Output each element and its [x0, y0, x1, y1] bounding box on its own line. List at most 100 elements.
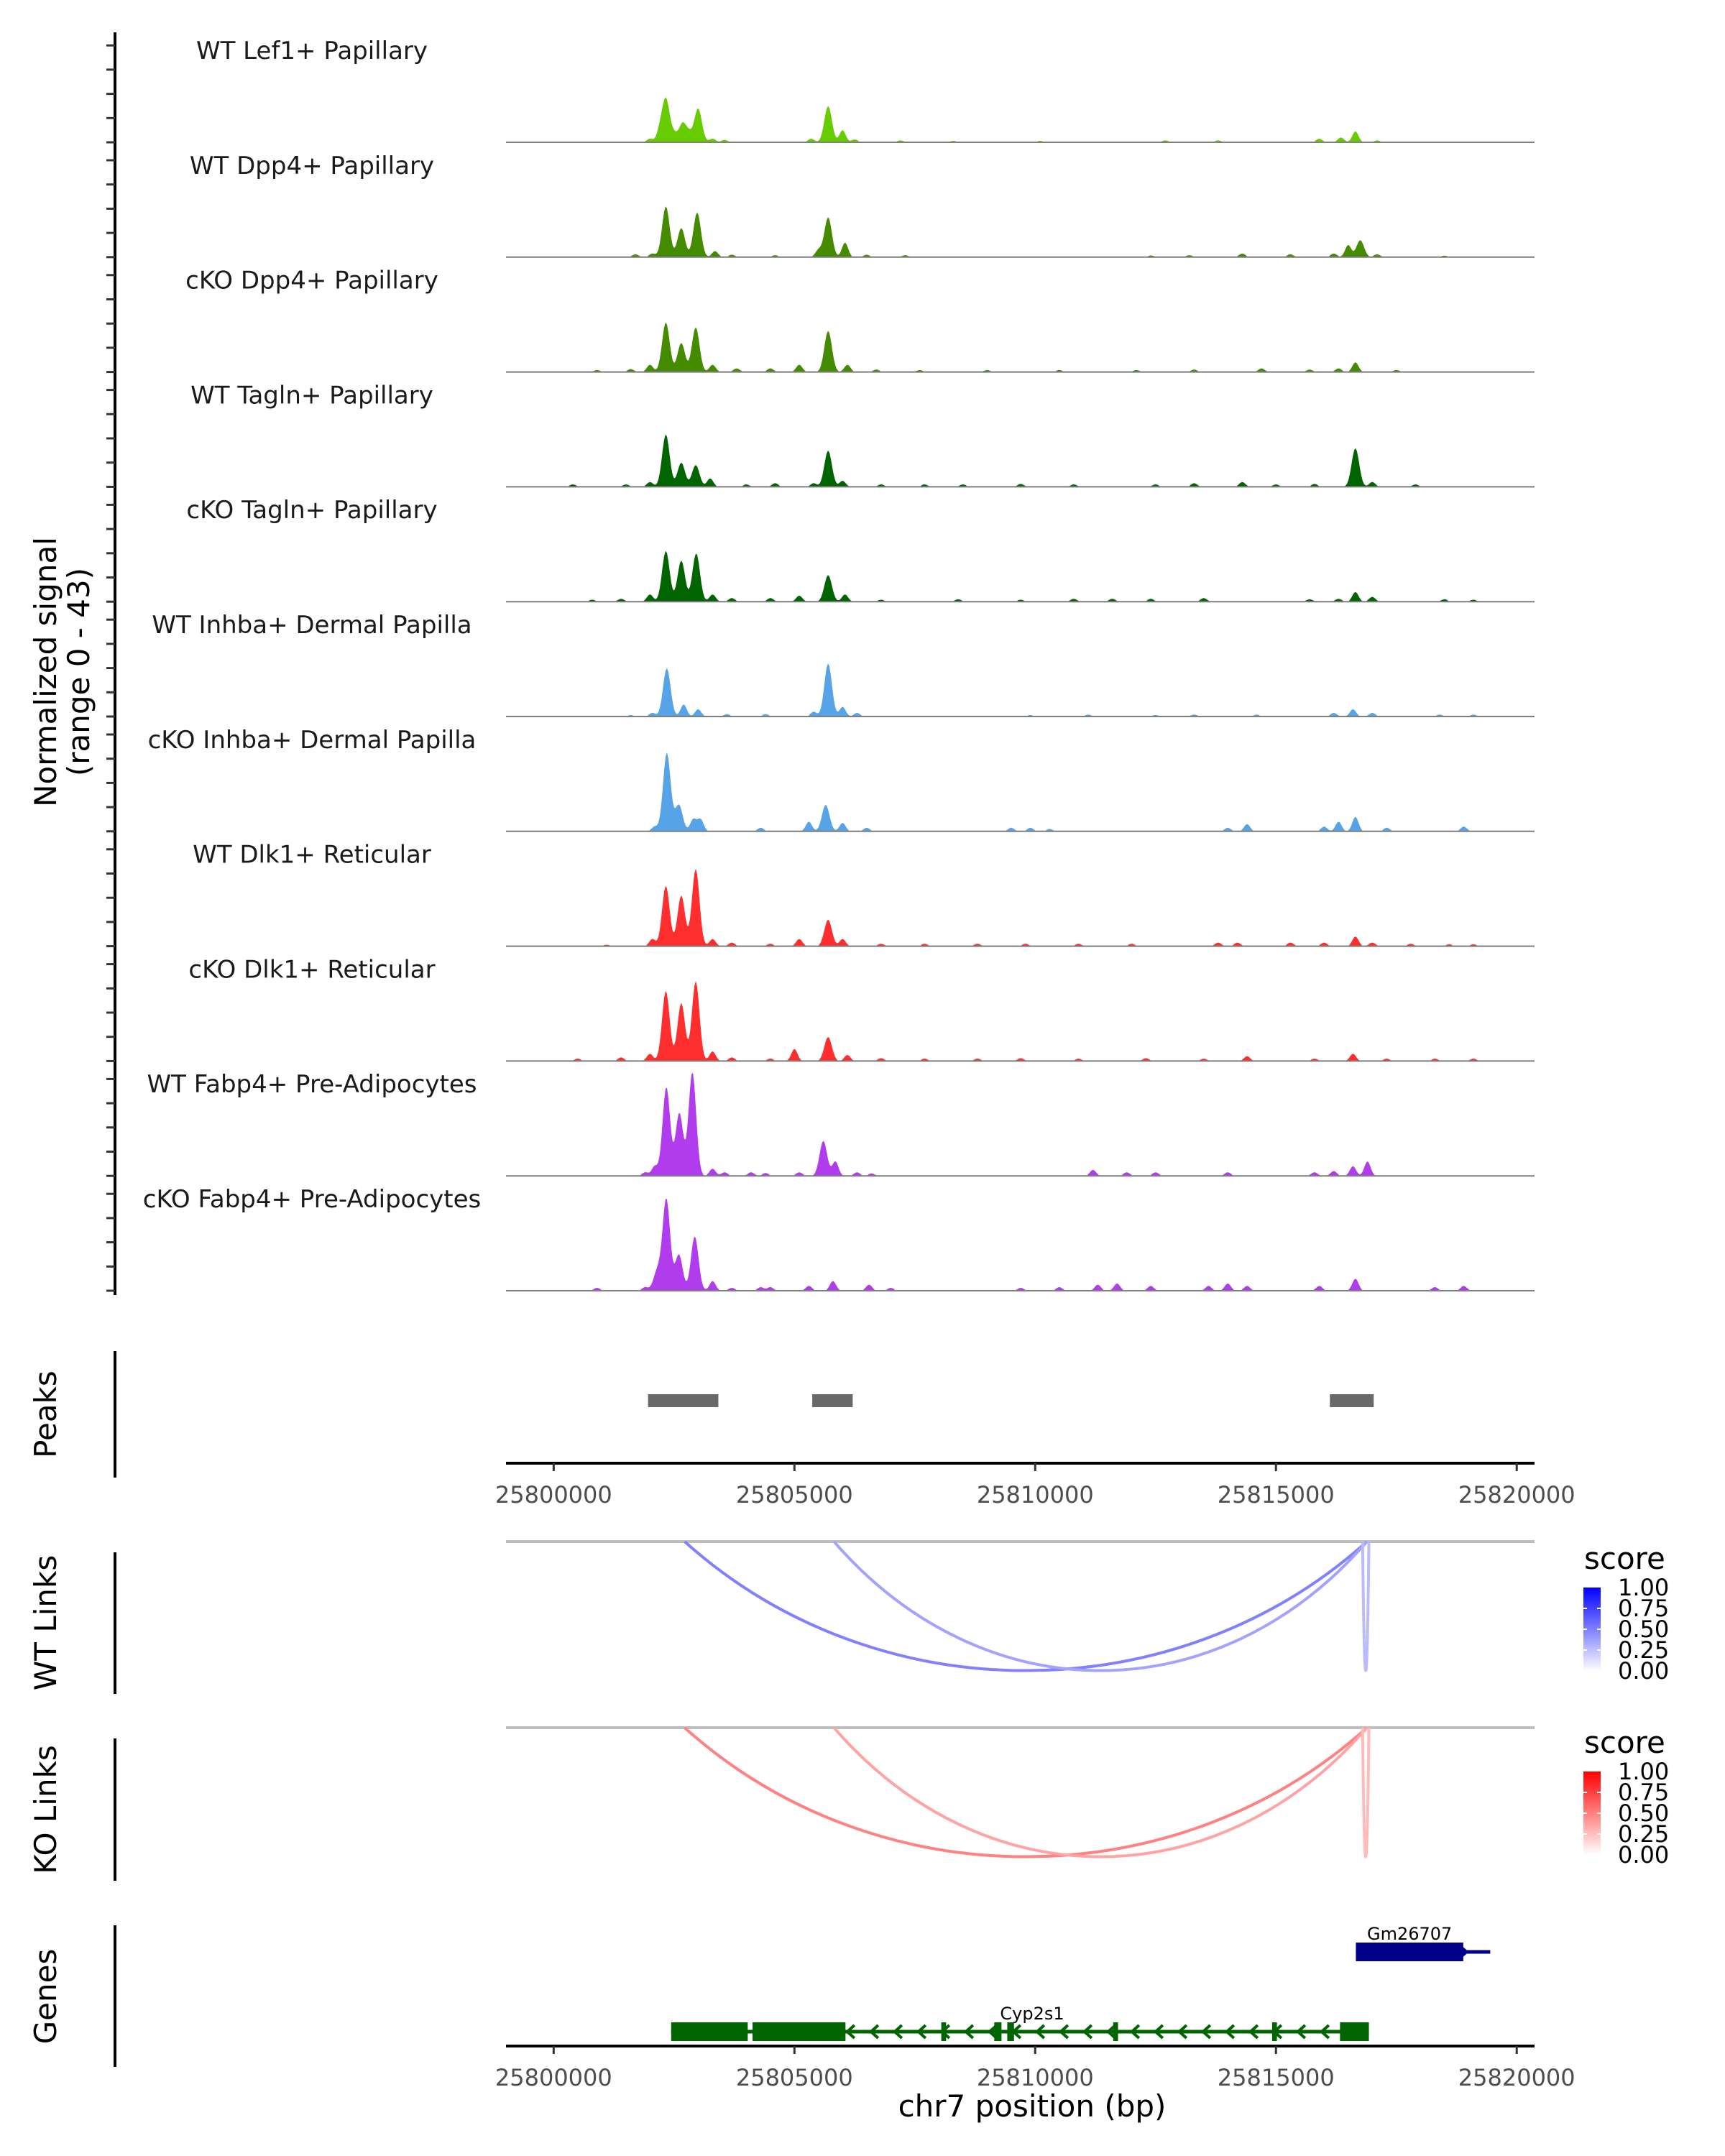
legend-tick-label: 0.00: [1618, 1657, 1669, 1685]
track-label: WT Tagln+ Papillary: [190, 381, 433, 410]
track-label: cKO Dpp4+ Papillary: [185, 267, 438, 295]
legend-tick-label: 0.50: [1618, 1616, 1669, 1643]
coverage-track: cKO Tagln+ Papillary: [186, 496, 1535, 603]
peak-region: [1330, 1394, 1374, 1407]
track-label: WT Inhba+ Dermal Papilla: [152, 611, 472, 640]
gene-exon: [1340, 2022, 1369, 2041]
bottom-x-axis: 25800000 25805000 25810000 25815000 25820000: [495, 2045, 1576, 2091]
legend-tick-label: 0.25: [1618, 1820, 1669, 1848]
x-tick-label: 25815000: [1218, 2064, 1335, 2091]
wt-links-score-legend: score 1.000.750.500.250.00: [1583, 1541, 1669, 1685]
strand-arrow-icon: [1153, 2024, 1164, 2040]
strand-arrow-icon: [1058, 2024, 1070, 2040]
x-tick-label: 25815000: [1218, 1481, 1335, 1508]
legend-tick-label: 0.00: [1618, 1841, 1669, 1869]
link-arc: [832, 1540, 1368, 1672]
gene-exon: [1271, 2022, 1277, 2041]
track-label: cKO Inhba+ Dermal Papilla: [148, 726, 477, 755]
coverage-area: [506, 868, 1535, 946]
peak-region: [812, 1394, 853, 1407]
track-label: cKO Fabp4+ Pre-Adipocytes: [143, 1185, 482, 1214]
strand-arrow-icon: [845, 2024, 856, 2040]
coverage-track: WT Lef1+ Papillary: [196, 37, 1535, 143]
track-label: cKO Dlk1+ Reticular: [188, 955, 435, 984]
genes-layer: Gm26707 Cyp2s1: [671, 1924, 1491, 2041]
x-tick-label: 25810000: [977, 1481, 1094, 1508]
peaks-layer: [648, 1394, 1374, 1407]
coverage-track: cKO Dpp4+ Papillary: [185, 267, 1535, 373]
x-tick-label: 25810000: [977, 2064, 1094, 2091]
peak-region: [648, 1394, 719, 1407]
x-tick-label: 25800000: [495, 1481, 612, 1508]
coverage-track: WT Dpp4+ Papillary: [190, 152, 1535, 258]
legend-title: score: [1584, 1541, 1665, 1576]
strand-arrow-icon: [1224, 2024, 1236, 2040]
coverage-area: [506, 663, 1535, 717]
link-arc: [1361, 1727, 1371, 1858]
gene-symbol-label: Cyp2s1: [1000, 2004, 1064, 2024]
strand-arrow-icon: [1082, 2024, 1093, 2040]
gene-exon: [1356, 1943, 1463, 1961]
coverage-track: WT Inhba+ Dermal Papilla: [152, 611, 1535, 717]
coverage-area: [506, 322, 1535, 372]
gene-symbol-label: Gm26707: [1367, 1924, 1452, 1944]
x-tick-label: 25805000: [736, 1481, 853, 1508]
genes-track-title: Genes: [28, 1949, 63, 2045]
strand-arrow-icon: [1105, 2024, 1117, 2040]
coverage-area: [506, 434, 1535, 487]
x-tick-label: 25805000: [736, 2064, 853, 2091]
x-axis-title: chr7 position (bp): [898, 2088, 1167, 2124]
gene-model: Cyp2s1: [671, 2004, 1369, 2041]
strand-arrow-icon: [963, 2024, 975, 2040]
coverage-y-axis-title: Normalized signal: [28, 537, 63, 807]
coverage-track: WT Tagln+ Papillary: [190, 381, 1535, 488]
strand-arrow-icon: [1034, 2024, 1046, 2040]
gene-exon: [671, 2022, 748, 2041]
strand-arrow-icon: [1200, 2024, 1212, 2040]
gene-exon: [753, 2022, 846, 2041]
strand-arrow-icon: [1177, 2024, 1188, 2040]
strand-arrow-icon: [916, 2024, 927, 2040]
coverage-area: [506, 206, 1535, 257]
coverage-area: [506, 97, 1535, 142]
coverage-tracks: WT Lef1+ Papillary WT Dpp4+ Papillary cKO …: [143, 37, 1535, 1291]
legend-tick-label: 0.50: [1618, 1800, 1669, 1827]
ko-links-track-title: KO Links: [28, 1745, 63, 1874]
wt-links-track-title: WT Links: [28, 1555, 63, 1690]
legend-tick-label: 0.75: [1618, 1595, 1669, 1622]
strand-arrow-icon: [1295, 2024, 1307, 2040]
strand-arrow-icon: [1129, 2024, 1141, 2040]
strand-arrow-icon: [892, 2024, 903, 2040]
strand-arrow-icon: [1248, 2024, 1259, 2040]
link-arc: [684, 1540, 1368, 1672]
gene-exon: [1113, 2022, 1118, 2041]
coverage-area: [506, 752, 1535, 831]
link-arc: [684, 1726, 1368, 1858]
legend-tick-label: 1.00: [1618, 1758, 1669, 1785]
x-tick-label: 25820000: [1458, 2064, 1576, 2091]
legend-tick-label: 0.25: [1618, 1636, 1669, 1664]
track-label: cKO Tagln+ Papillary: [186, 496, 437, 525]
coverage-track: WT Dlk1+ Reticular: [193, 841, 1535, 947]
strand-arrow-icon: [868, 2024, 880, 2040]
ko-links-score-legend: score 1.000.750.500.250.00: [1583, 1725, 1669, 1869]
track-label: WT Lef1+ Papillary: [196, 37, 428, 65]
x-tick-label: 25800000: [495, 2064, 612, 2091]
legend-title: score: [1584, 1725, 1665, 1760]
coverage-y-axis: [106, 32, 116, 1295]
legend-tick-label: 1.00: [1618, 1574, 1669, 1601]
coverage-track: cKO Fabp4+ Pre-Adipocytes: [143, 1185, 1535, 1291]
strand-arrow-icon: [1319, 2024, 1330, 2040]
track-label: WT Fabp4+ Pre-Adipocytes: [147, 1070, 477, 1099]
coverage-area: [506, 1072, 1535, 1176]
coverage-track: WT Fabp4+ Pre-Adipocytes: [147, 1070, 1535, 1177]
link-arc: [1361, 1541, 1371, 1672]
coverage-area: [506, 981, 1535, 1061]
legend-tick-label: 0.75: [1618, 1779, 1669, 1806]
peaks-track-title: Peaks: [28, 1370, 63, 1458]
coverage-track: cKO Inhba+ Dermal Papilla: [148, 726, 1535, 832]
track-label: WT Dpp4+ Papillary: [190, 152, 434, 180]
coverage-area: [506, 550, 1535, 602]
coverage-y-axis-subtitle: (range 0 - 43): [61, 568, 96, 776]
x-tick-label: 25820000: [1458, 1481, 1576, 1508]
